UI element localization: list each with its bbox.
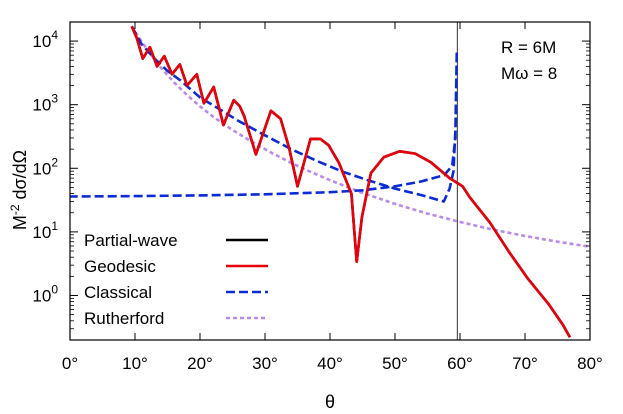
- y-tick-label: 104: [32, 28, 58, 51]
- y-axis-title: M-2 dσ/dΩ: [8, 150, 30, 230]
- legend-label-classical: Classical: [84, 283, 152, 302]
- y-axis-title-base: M: [10, 215, 30, 230]
- annotation-frequency: Mω = 8: [501, 64, 557, 83]
- x-tick-label: 0°: [62, 354, 78, 373]
- legend: Partial-wave Geodesic Classical Rutherford: [84, 231, 268, 328]
- x-tick-label: 80°: [577, 354, 603, 373]
- y-axis-title-rest: dσ/dΩ: [10, 150, 30, 205]
- series-rutherford-line: [130, 25, 590, 248]
- plot-area: [70, 22, 590, 340]
- curves: [70, 22, 590, 340]
- series-classical-line: [70, 25, 459, 203]
- x-tick-label: 50°: [382, 354, 408, 373]
- y-tick-label: 100: [32, 282, 58, 305]
- axes: 0° 10° 20° 30° 40° 50° 60° 70° 80° 100 101 102 103 10…: [32, 21, 603, 373]
- legend-label-geodesic: Geodesic: [84, 257, 156, 276]
- legend-label-rutherford: Rutherford: [84, 309, 164, 328]
- annotation-radius: R = 6M: [501, 38, 556, 57]
- x-tick-label: 60°: [447, 354, 473, 373]
- x-tick-label: 40°: [317, 354, 343, 373]
- y-axis-title-exponent: -2: [8, 204, 22, 215]
- x-tick-label: 70°: [512, 354, 538, 373]
- x-tick-label: 20°: [187, 354, 213, 373]
- x-axis-title: θ: [325, 392, 335, 412]
- series-geodesic-line: [130, 25, 572, 338]
- x-tick-label: 10°: [122, 354, 148, 373]
- x-tick-label: 30°: [252, 354, 278, 373]
- legend-label-partial-wave: Partial-wave: [84, 231, 178, 250]
- y-tick-label: 102: [32, 155, 58, 178]
- y-tick-label: 101: [32, 219, 58, 242]
- y-tick-label: 103: [32, 92, 58, 115]
